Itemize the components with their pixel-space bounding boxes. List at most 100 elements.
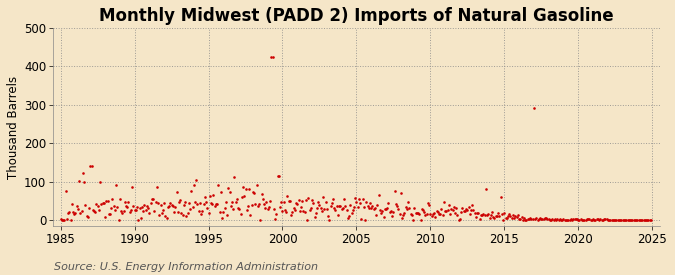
Point <box>436 207 447 211</box>
Point <box>454 216 465 221</box>
Point <box>566 217 576 222</box>
Point <box>128 204 139 209</box>
Point <box>166 203 177 207</box>
Point <box>638 218 649 222</box>
Point <box>537 217 548 221</box>
Point <box>214 210 225 214</box>
Point <box>318 194 329 199</box>
Point <box>578 218 589 222</box>
Point <box>127 185 138 189</box>
Point <box>369 207 379 211</box>
Point <box>352 205 363 209</box>
Point <box>146 197 157 202</box>
Point <box>597 218 608 222</box>
Point <box>130 208 141 212</box>
Point <box>213 183 224 187</box>
Point <box>188 182 199 187</box>
Point <box>495 195 506 199</box>
Point <box>118 209 129 213</box>
Point <box>320 200 331 204</box>
Point <box>628 218 639 222</box>
Point <box>74 179 84 184</box>
Point <box>331 204 342 208</box>
Point <box>136 216 146 221</box>
Point <box>615 218 626 222</box>
Point <box>84 206 95 211</box>
Point <box>64 210 75 214</box>
Point <box>622 218 633 222</box>
Point <box>196 211 207 216</box>
Point <box>245 213 256 217</box>
Point <box>400 205 411 210</box>
Point <box>341 208 352 212</box>
Point <box>404 205 415 210</box>
Point <box>543 217 554 222</box>
Point <box>306 206 317 210</box>
Point <box>225 204 236 208</box>
Point <box>242 208 252 212</box>
Point <box>342 216 353 220</box>
Point <box>249 191 260 196</box>
Point <box>105 212 115 217</box>
Point <box>542 217 553 221</box>
Point <box>569 217 580 222</box>
Point <box>599 217 610 222</box>
Point <box>583 217 593 222</box>
Point <box>421 212 432 216</box>
Point <box>340 204 351 208</box>
Point <box>66 202 77 207</box>
Point <box>530 217 541 221</box>
Point <box>511 215 522 219</box>
Point <box>330 208 341 212</box>
Point <box>269 207 279 211</box>
Point <box>327 201 338 206</box>
Point <box>186 189 196 193</box>
Point <box>589 218 599 222</box>
Point <box>549 217 560 222</box>
Point <box>517 218 528 222</box>
Point <box>639 218 650 222</box>
Point <box>97 200 108 205</box>
Point <box>585 218 596 222</box>
Point <box>333 204 344 208</box>
Point <box>463 204 474 209</box>
Point <box>140 207 151 212</box>
Point <box>276 200 287 204</box>
Point <box>251 183 262 187</box>
Point <box>94 208 105 213</box>
Point <box>70 211 81 215</box>
Point <box>418 208 429 212</box>
Point <box>590 217 601 222</box>
Point <box>389 188 400 193</box>
Point <box>72 207 83 211</box>
Point <box>321 207 332 211</box>
Point <box>632 218 643 222</box>
Point <box>384 210 395 214</box>
Point <box>614 218 624 222</box>
Point <box>532 218 543 222</box>
Point <box>224 190 235 194</box>
Point <box>88 209 99 213</box>
Point <box>442 208 453 212</box>
Point <box>409 206 420 210</box>
Point <box>373 193 384 197</box>
Point <box>79 180 90 184</box>
Point <box>410 211 421 216</box>
Point <box>200 199 211 204</box>
Point <box>323 214 333 219</box>
Point <box>299 210 310 214</box>
Point <box>149 209 160 213</box>
Point <box>306 198 317 202</box>
Point <box>315 205 326 210</box>
Point <box>533 217 544 221</box>
Point <box>398 213 408 217</box>
Point <box>325 204 336 208</box>
Point <box>363 206 374 210</box>
Point <box>493 211 504 215</box>
Point <box>221 213 232 217</box>
Point <box>90 210 101 214</box>
Point <box>427 211 438 216</box>
Point <box>108 204 119 208</box>
Point <box>154 212 165 217</box>
Point <box>356 216 367 221</box>
